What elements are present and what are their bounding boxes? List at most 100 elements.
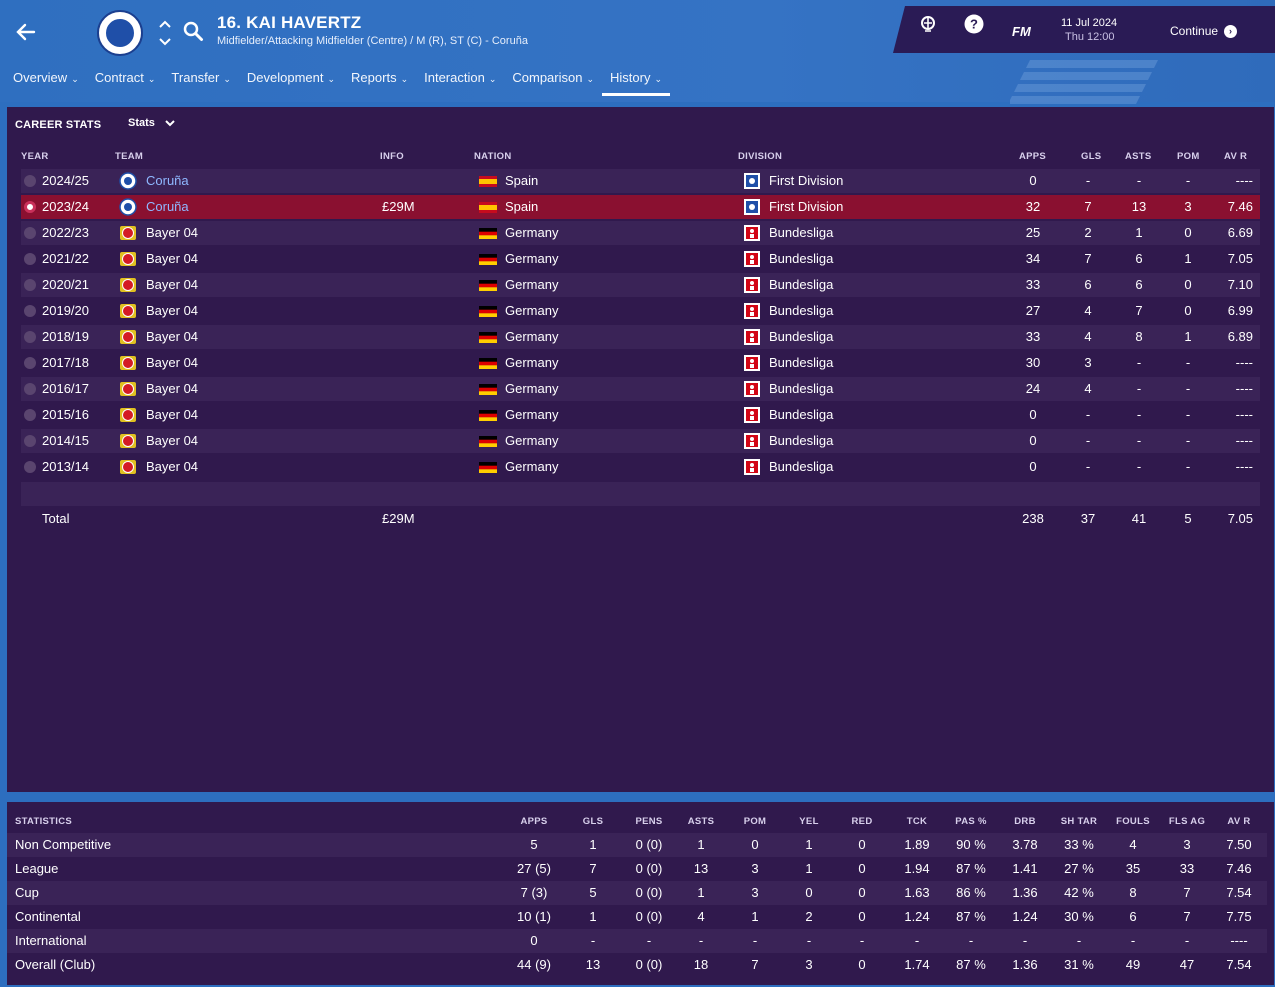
nation-link[interactable]: Germany	[505, 407, 559, 422]
row-select-radio[interactable]	[24, 175, 36, 187]
division-link[interactable]: Bundesliga	[769, 459, 834, 474]
nation-link[interactable]: Spain	[505, 173, 539, 188]
search-icon[interactable]	[182, 20, 204, 42]
continue-button[interactable]: Continue ›	[1170, 24, 1238, 38]
division-link[interactable]: Bundesliga	[769, 251, 834, 266]
career-row[interactable]: 2022/23 Bayer 04 Germany Bundesliga 25 2 1 0 6.6…	[21, 221, 1260, 245]
division-link[interactable]: Bundesliga	[769, 433, 834, 448]
division-link[interactable]: First Division	[769, 199, 844, 214]
prev-next-player-icon[interactable]	[157, 18, 173, 48]
col-avr[interactable]: AV R	[1224, 151, 1248, 162]
tab-overview[interactable]: Overview ⌄	[13, 70, 79, 85]
nation-link[interactable]: Germany	[505, 433, 559, 448]
career-row[interactable]: 2017/18 Bayer 04 Germany Bundesliga 30 3- - ---…	[21, 351, 1260, 375]
team-link[interactable]: Bayer 04	[146, 459, 199, 474]
division-link[interactable]: Bundesliga	[769, 355, 834, 370]
row-select-radio[interactable]	[24, 279, 36, 291]
row-select-radio[interactable]	[24, 227, 36, 239]
col-year[interactable]: YEAR	[21, 151, 49, 162]
career-row[interactable]: 2018/19 Bayer 04 Germany Bundesliga 33 4 8 1 6.8…	[21, 325, 1260, 349]
col-apps[interactable]: APPS	[1019, 151, 1047, 162]
division-link[interactable]: Bundesliga	[769, 329, 834, 344]
row-select-radio[interactable]	[24, 201, 36, 213]
tab-interaction[interactable]: Interaction ⌄	[424, 70, 497, 85]
col-team[interactable]: TEAM	[115, 151, 144, 162]
back-arrow-icon[interactable]	[14, 20, 38, 44]
team-link[interactable]: Bayer 04	[146, 251, 199, 266]
nation-link[interactable]: Germany	[505, 277, 559, 292]
help-icon[interactable]: ?	[964, 14, 984, 34]
team-link[interactable]: Bayer 04	[146, 303, 199, 318]
col-asts[interactable]: ASTS	[1125, 151, 1152, 162]
team-link[interactable]: Coruña	[146, 173, 189, 188]
stats-col-header[interactable]: ASTS	[687, 816, 715, 827]
team-link[interactable]: Bayer 04	[146, 277, 199, 292]
stats-view-dropdown[interactable]: Stats	[128, 117, 175, 129]
col-info[interactable]: INFO	[380, 151, 404, 162]
tab-reports[interactable]: Reports ⌄	[351, 70, 409, 85]
stats-col-header[interactable]: DRB	[1014, 816, 1036, 827]
col-gls[interactable]: GLS	[1081, 151, 1102, 162]
division-link[interactable]: Bundesliga	[769, 303, 834, 318]
tab-development[interactable]: Development ⌄	[246, 70, 336, 85]
career-row[interactable]: 2024/25 Coruña Spain First Division 0- - - ----	[21, 169, 1260, 193]
nation-link[interactable]: Germany	[505, 303, 559, 318]
nation-link[interactable]: Germany	[505, 329, 559, 344]
team-link[interactable]: Bayer 04	[146, 355, 199, 370]
division-link[interactable]: Bundesliga	[769, 407, 834, 422]
stats-col-header[interactable]: TCK	[906, 816, 928, 827]
stats-col-header[interactable]: PENS	[635, 816, 663, 827]
row-select-radio[interactable]	[24, 331, 36, 343]
tab-contract[interactable]: Contract ⌄	[94, 70, 156, 85]
career-row[interactable]: 2019/20 Bayer 04 Germany Bundesliga 27 4 7 0 6.9…	[21, 299, 1260, 323]
col-division[interactable]: DIVISION	[738, 151, 783, 162]
nation-link[interactable]: Spain	[505, 199, 539, 214]
stats-col-header[interactable]: FOULS	[1116, 816, 1150, 827]
stats-col-header[interactable]: FLS AG	[1168, 816, 1206, 827]
stats-col-header[interactable]: POM	[743, 816, 767, 827]
row-select-radio[interactable]	[24, 409, 36, 421]
col-pom[interactable]: POM	[1177, 151, 1200, 162]
tab-transfer[interactable]: Transfer ⌄	[171, 70, 231, 85]
nation-link[interactable]: Germany	[505, 225, 559, 240]
division-link[interactable]: Bundesliga	[769, 277, 834, 292]
tab-comparison[interactable]: Comparison ⌄	[512, 70, 595, 85]
stats-col-header[interactable]: APPS	[520, 816, 548, 827]
stats-col-header[interactable]: AV R	[1227, 816, 1251, 827]
stats-col-header[interactable]: PAS %	[955, 816, 987, 827]
row-select-radio[interactable]	[24, 357, 36, 369]
nation-link[interactable]: Germany	[505, 381, 559, 396]
row-select-radio[interactable]	[24, 305, 36, 317]
col-nation[interactable]: NATION	[474, 151, 512, 162]
world-globe-icon[interactable]	[918, 14, 938, 34]
nation-link[interactable]: Germany	[505, 459, 559, 474]
fm-logo[interactable]: FM	[1012, 24, 1031, 39]
nation-link[interactable]: Germany	[505, 251, 559, 266]
row-select-radio[interactable]	[24, 435, 36, 447]
division-link[interactable]: First Division	[769, 173, 844, 188]
team-link[interactable]: Bayer 04	[146, 407, 199, 422]
stats-col-header[interactable]: YEL	[799, 816, 819, 827]
tab-history[interactable]: History ⌄	[602, 68, 671, 96]
stats-col-header[interactable]: SH TAR	[1060, 816, 1098, 827]
division-link[interactable]: Bundesliga	[769, 381, 834, 396]
team-link[interactable]: Coruña	[146, 199, 189, 214]
team-link[interactable]: Bayer 04	[146, 433, 199, 448]
nation-link[interactable]: Germany	[505, 355, 559, 370]
career-row[interactable]: 2014/15 Bayer 04 Germany Bundesliga 0- - - ----	[21, 429, 1260, 453]
row-select-radio[interactable]	[24, 253, 36, 265]
row-select-radio[interactable]	[24, 383, 36, 395]
row-select-radio[interactable]	[24, 461, 36, 473]
team-link[interactable]: Bayer 04	[146, 381, 199, 396]
stats-col-header[interactable]: RED	[851, 816, 873, 827]
career-row[interactable]: 2020/21 Bayer 04 Germany Bundesliga 33 6 6 0 7.1…	[21, 273, 1260, 297]
career-row[interactable]: 2013/14 Bayer 04 Germany Bundesliga 0- - - ----	[21, 455, 1260, 479]
team-link[interactable]: Bayer 04	[146, 225, 199, 240]
career-row[interactable]: 2021/22 Bayer 04 Germany Bundesliga 34 7 6 1 7.0…	[21, 247, 1260, 271]
division-link[interactable]: Bundesliga	[769, 225, 834, 240]
career-row[interactable]: 2015/16 Bayer 04 Germany Bundesliga 0- - - ----	[21, 403, 1260, 427]
team-link[interactable]: Bayer 04	[146, 329, 199, 344]
career-row[interactable]: 2023/24 Coruña £29M Spain First Division 32 7 1…	[21, 195, 1260, 219]
career-row[interactable]: 2016/17 Bayer 04 Germany Bundesliga 24 4- - ---…	[21, 377, 1260, 401]
stats-col-header[interactable]: GLS	[582, 816, 604, 827]
